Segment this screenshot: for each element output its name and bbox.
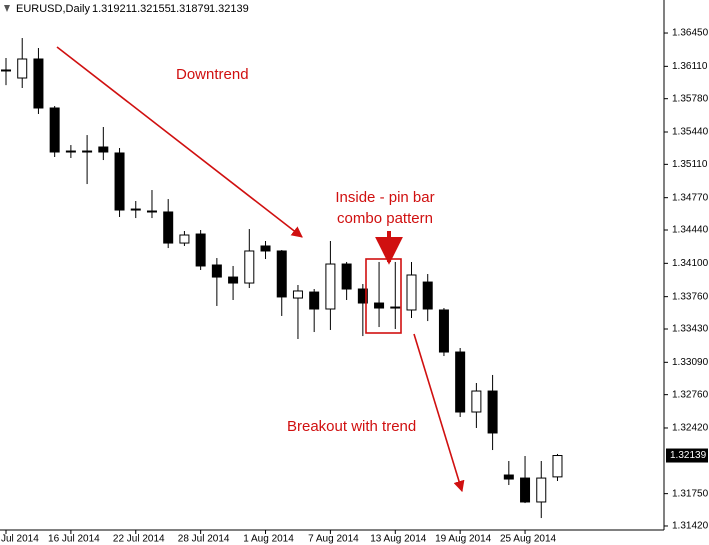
candle-body: [114, 152, 125, 211]
candle-body: [163, 211, 174, 244]
candle-body: [228, 276, 239, 284]
candles: [1, 38, 563, 519]
candle-body: [17, 58, 28, 79]
x-tick-label: 28 Jul 2014: [178, 534, 230, 545]
x-tick-label: 7 Aug 2014: [308, 534, 359, 545]
candle-body: [179, 234, 190, 244]
y-tick-label: 1.36110: [672, 61, 708, 72]
header-low: 1.31879: [170, 3, 210, 15]
candle-body: [438, 309, 449, 353]
candle-body: [536, 477, 547, 503]
candle-body: [33, 58, 44, 109]
y-tick-label: 1.35110: [672, 159, 708, 170]
candle-body: [146, 210, 157, 213]
y-tick-label: 1.31420: [672, 521, 709, 532]
trend-arrow: [56, 46, 303, 238]
candle-body: [341, 263, 352, 290]
y-tick-label: 1.31750: [672, 488, 709, 499]
annotation: Downtrend: [176, 66, 249, 83]
annotation: Inside - pin bar: [335, 189, 434, 206]
breakout-arrow: [413, 333, 465, 493]
candle-body: [471, 390, 482, 413]
y-tick-label: 1.36450: [672, 28, 709, 39]
y-tick-label: 1.34770: [672, 192, 709, 203]
candle-body: [82, 150, 93, 153]
candle-body: [244, 250, 255, 284]
candle-body: [211, 264, 222, 278]
x-tick-label: 25 Aug 2014: [500, 534, 557, 545]
y-tick-label: 1.35780: [672, 93, 709, 104]
x-tick-label: 16 Jul 2014: [48, 534, 100, 545]
x-tick-label: 19 Aug 2014: [435, 534, 492, 545]
pattern-box: [365, 258, 402, 334]
candle-body: [292, 290, 303, 299]
candle-body: [130, 208, 141, 211]
y-tick-label: 1.33090: [672, 357, 709, 368]
y-tick-label: 1.32420: [672, 423, 709, 434]
price-label-box: [666, 448, 708, 463]
current-price: 1.32139: [670, 450, 707, 461]
candle-body: [1, 69, 11, 72]
candle-body: [357, 288, 368, 304]
y-tick-label: 1.33760: [672, 291, 709, 302]
candle-body: [422, 281, 433, 310]
candle-body: [374, 302, 385, 309]
y-tick-label: 1.32760: [672, 389, 709, 400]
candle-body: [325, 263, 336, 310]
x-tick-label: 13 Aug 2014: [370, 534, 427, 545]
candle-body: [503, 474, 514, 480]
candle-body: [49, 107, 60, 153]
symbol-icon: [4, 5, 10, 12]
candle-body: [487, 390, 498, 434]
candle-body: [520, 477, 531, 503]
y-tick-label: 1.33430: [672, 324, 709, 335]
header-close: 1.32139: [209, 3, 249, 15]
y-tick-label: 1.34440: [672, 225, 709, 236]
x-tick-label: 1 Aug 2014: [243, 534, 294, 545]
symbol: EURUSD,Daily: [16, 3, 90, 15]
x-tick-label: 22 Jul 2014: [113, 534, 165, 545]
candle-body: [65, 150, 76, 153]
y-tick-label: 1.35440: [672, 127, 709, 138]
candle-body: [406, 274, 417, 311]
candle-body: [455, 351, 466, 413]
candle-body: [276, 250, 287, 298]
candle-body: [390, 306, 401, 309]
header-high: 1.32155: [131, 3, 171, 15]
x-tick-label: Jul 2014: [1, 534, 39, 545]
candle-body: [309, 291, 320, 310]
candle-body: [195, 233, 206, 267]
y-tick-label: 1.34100: [672, 258, 709, 269]
candle-body: [98, 146, 109, 153]
candle-body: [552, 455, 563, 478]
candle-body: [260, 245, 271, 252]
header-open: 1.31921: [92, 3, 132, 15]
annotation: combo pattern: [337, 210, 433, 227]
annotation: Breakout with trend: [287, 418, 416, 435]
